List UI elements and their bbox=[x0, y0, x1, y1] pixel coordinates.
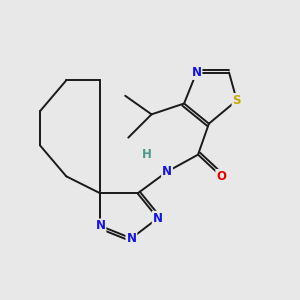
Text: H: H bbox=[142, 148, 152, 161]
Text: N: N bbox=[153, 212, 163, 225]
Text: N: N bbox=[126, 232, 136, 245]
Text: S: S bbox=[232, 94, 241, 107]
Text: O: O bbox=[216, 170, 226, 183]
Text: N: N bbox=[162, 165, 172, 178]
Text: N: N bbox=[95, 219, 105, 232]
Text: N: N bbox=[191, 66, 202, 79]
